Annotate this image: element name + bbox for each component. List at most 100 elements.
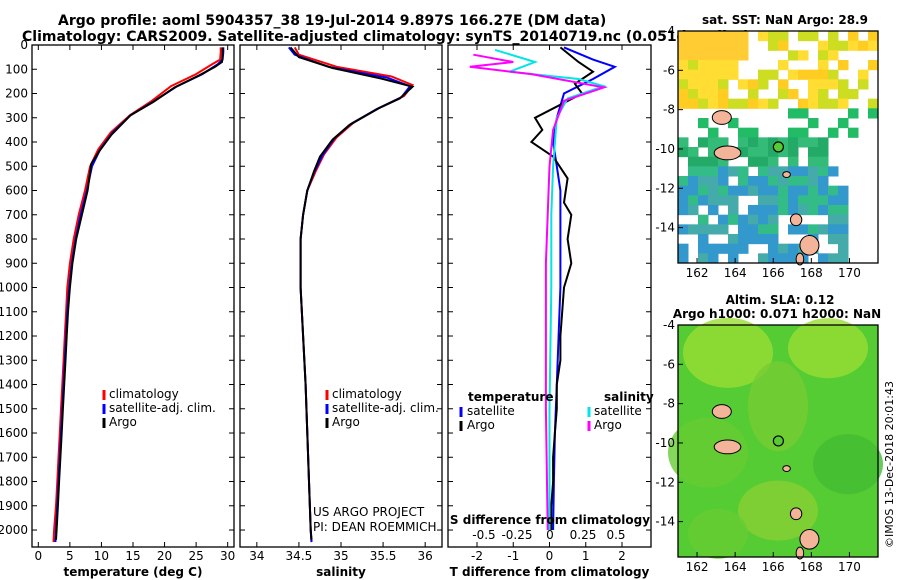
sst-cell: [698, 98, 709, 109]
sst-cell: [838, 195, 849, 206]
sst-cell: [758, 147, 769, 158]
sst-cell: [708, 176, 719, 187]
sst-cell: [818, 205, 829, 216]
sst-cell: [718, 166, 729, 177]
sst-cell: [728, 195, 739, 206]
sst-cell: [688, 60, 699, 71]
sst-cell: [758, 31, 769, 42]
depth-tick-label: 300: [5, 111, 28, 125]
sst-cell: [698, 50, 709, 61]
sst-cell: [688, 205, 699, 216]
difference-x-tick-label: -2: [471, 549, 483, 563]
sst-cell: [828, 166, 839, 177]
sst-cell: [698, 243, 709, 254]
sst-cell: [718, 69, 729, 80]
sst-cell: [818, 195, 829, 206]
sst-cell: [838, 243, 849, 254]
sst-cell: [708, 50, 719, 61]
sst-cell: [788, 147, 799, 158]
sst-cell: [728, 118, 739, 129]
sst-cell: [838, 214, 849, 225]
sst-cell: [758, 195, 769, 206]
salinity-series-argo: [289, 46, 415, 540]
sst-lon-tick-label: 164: [724, 266, 747, 280]
sst-cell: [828, 205, 839, 216]
sst-cell: [698, 137, 709, 148]
salinity-legend-label: satellite-adj. clim.: [332, 401, 439, 415]
sst-cell: [788, 127, 799, 138]
sla-lon-tick-label: 162: [686, 560, 709, 574]
sst-cell: [708, 156, 719, 167]
s-difference-tick-label: -0.5: [472, 528, 495, 542]
depth-tick-label: 100: [5, 62, 28, 76]
sst-cell: [748, 176, 759, 187]
sla-land: [711, 404, 732, 419]
sla-lon-tick-label: 164: [724, 560, 747, 574]
sst-cell: [708, 98, 719, 109]
sst-cell: [708, 69, 719, 80]
sst-cell: [678, 50, 689, 61]
sst-cell: [698, 69, 709, 80]
sst-cell: [728, 214, 739, 225]
sst-cell: [698, 60, 709, 71]
sst-cell: [708, 40, 719, 51]
temperature-x-tick-label: 5: [66, 549, 74, 563]
depth-tick-label: 500: [5, 159, 28, 173]
sst-cell: [678, 40, 689, 51]
sst-cell: [698, 40, 709, 51]
sst-land: [789, 213, 803, 227]
depth-tick-label: 1000: [0, 281, 28, 295]
sst-cell: [688, 89, 699, 100]
depth-tick-label: 600: [5, 184, 28, 198]
sst-cell: [758, 205, 769, 216]
sst-cell: [868, 108, 879, 119]
sst-cell: [738, 214, 749, 225]
salinity-x-tick-label: 35.5: [370, 549, 397, 563]
sst-cell: [728, 40, 739, 51]
sst-cell: [718, 60, 729, 71]
sst-cell: [728, 205, 739, 216]
sst-cell: [798, 108, 809, 119]
sst-cell: [818, 40, 829, 51]
temperature-x-tick-label: 15: [125, 549, 140, 563]
sst-cell: [728, 185, 739, 196]
sst-cell: [738, 127, 749, 138]
sst-cell: [728, 69, 739, 80]
sst-cell: [688, 224, 699, 235]
sla-lat-tick-label: -14: [655, 515, 675, 529]
difference-x-axis-label: T difference from climatology: [450, 565, 650, 579]
sst-cell: [758, 79, 769, 90]
sst-cell: [778, 89, 789, 100]
sst-cell: [828, 234, 839, 245]
sst-cell: [768, 195, 779, 206]
sst-cell: [688, 40, 699, 51]
salinity-x-tick-label: 34: [249, 549, 264, 563]
sst-cell: [688, 31, 699, 42]
sla-land: [713, 439, 742, 455]
sst-cell: [848, 31, 859, 42]
sst-cell: [828, 253, 839, 264]
sst-map-frame: [677, 30, 879, 264]
sst-cell: [728, 253, 739, 264]
sst-land: [795, 252, 805, 266]
sst-cell: [768, 243, 779, 254]
sst-cell: [748, 98, 759, 109]
sst-cell: [678, 79, 689, 90]
sst-cell: [838, 253, 849, 264]
sst-cell: [678, 195, 689, 206]
sst-cell: [718, 214, 729, 225]
sst-cell: [828, 50, 839, 61]
difference-legend-t-label: satellite: [467, 404, 515, 418]
sst-cell: [708, 60, 719, 71]
sst-cell: [808, 176, 819, 187]
temperature-x-tick-label: 30: [220, 549, 235, 563]
sst-cell: [788, 156, 799, 167]
sst-cell: [818, 185, 829, 196]
sst-cell: [808, 118, 819, 129]
sst-map-group: [677, 30, 879, 266]
temperature-panel-frame: [31, 44, 235, 548]
depth-tick-label: 1500: [0, 402, 28, 416]
sst-cell: [798, 205, 809, 216]
sst-cell: [818, 176, 829, 187]
